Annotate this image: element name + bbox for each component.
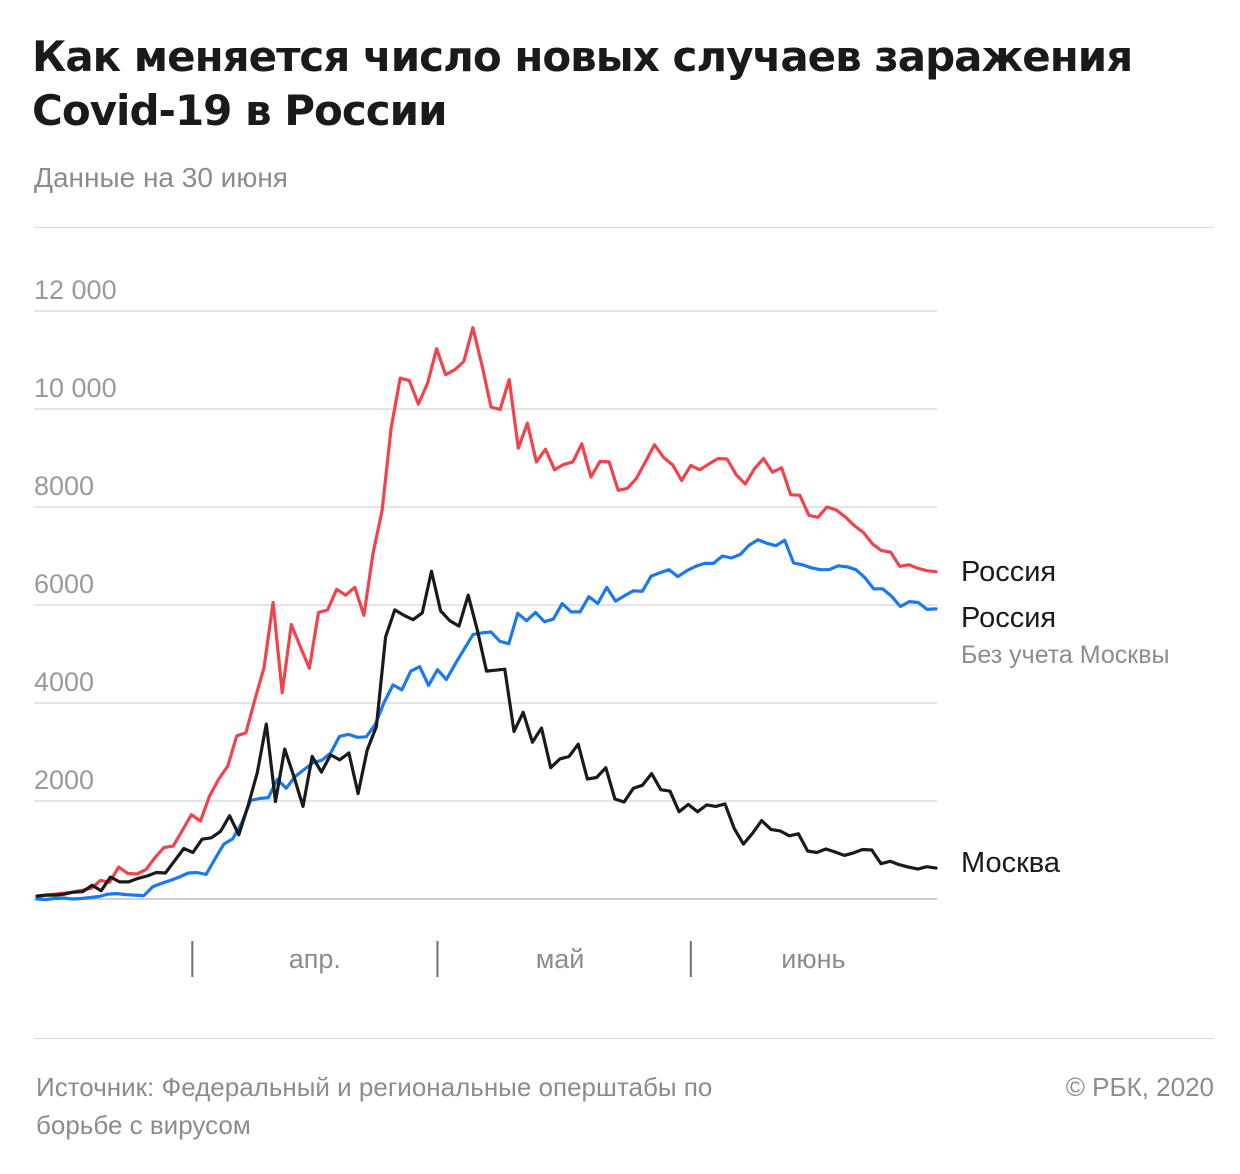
series-line-0 — [35, 326, 938, 898]
y-tick-label: 2000 — [34, 765, 94, 795]
copyright: © РБК, 2020 — [1065, 1072, 1214, 1102]
y-tick-label: 4000 — [34, 667, 94, 697]
x-tick-label: май — [536, 944, 585, 974]
chart-subtitle: Данные на 30 июня — [34, 162, 288, 193]
series-label: Москва — [961, 847, 1061, 879]
series-line-1 — [35, 538, 938, 902]
top-divider — [34, 227, 1214, 228]
y-tick-label: 12 000 — [34, 275, 117, 305]
x-tick-label: апр. — [289, 944, 341, 974]
y-tick-labels: 2000 4000 6000 8000 10 000 12 000 — [34, 275, 117, 795]
source-note: Источник: Федеральный и региональные опе… — [36, 1072, 713, 1140]
bottom-divider — [34, 1038, 1214, 1039]
series-line-2 — [35, 569, 938, 898]
series-label: Россия — [961, 556, 1056, 588]
series-lines — [35, 326, 938, 902]
series-label-note: Без учета Москвы — [961, 641, 1169, 669]
chart-title: Как меняется число новых случаев заражен… — [32, 32, 1133, 135]
y-tick-label: 6000 — [34, 569, 94, 599]
y-tick-label: 8000 — [34, 471, 94, 501]
series-labels: Россия Россия Без учета Москвы Москва — [961, 556, 1169, 879]
series-label: Россия — [961, 602, 1056, 634]
grid-lines — [34, 310, 937, 900]
y-tick-label: 10 000 — [34, 373, 117, 403]
x-axis: апр. май июнь — [191, 941, 846, 977]
x-tick-label: июнь — [781, 944, 845, 974]
